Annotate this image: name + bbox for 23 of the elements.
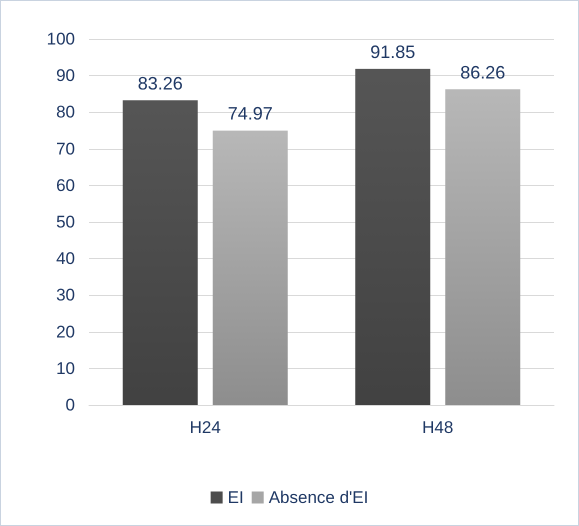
bar bbox=[355, 68, 430, 405]
data-label: 83.26 bbox=[138, 73, 183, 94]
y-tick-label: 40 bbox=[56, 249, 75, 268]
y-tick-label: 20 bbox=[56, 322, 75, 342]
x-tick-label: H24 bbox=[190, 418, 221, 437]
y-tick-label: 100 bbox=[46, 30, 75, 48]
bar bbox=[122, 100, 198, 405]
y-tick-label: 80 bbox=[56, 102, 75, 122]
bar bbox=[212, 130, 288, 405]
y-tick-label: 0 bbox=[66, 396, 75, 414]
y-tick-label: 30 bbox=[56, 286, 75, 305]
y-tick-label: 10 bbox=[56, 358, 75, 378]
data-label: 74.97 bbox=[228, 104, 273, 124]
y-tick-label: 90 bbox=[56, 66, 75, 86]
x-tick-label: H48 bbox=[422, 418, 454, 437]
data-label: 91.85 bbox=[370, 42, 416, 62]
bar bbox=[445, 89, 520, 405]
y-tick-label: 60 bbox=[56, 176, 75, 195]
legend-label: EI bbox=[228, 488, 244, 507]
y-tick-label: 50 bbox=[56, 212, 75, 232]
legend-label: Absence d'EI bbox=[268, 488, 368, 507]
y-tick-label: 70 bbox=[56, 139, 75, 158]
data-label: 86.26 bbox=[460, 62, 506, 82]
